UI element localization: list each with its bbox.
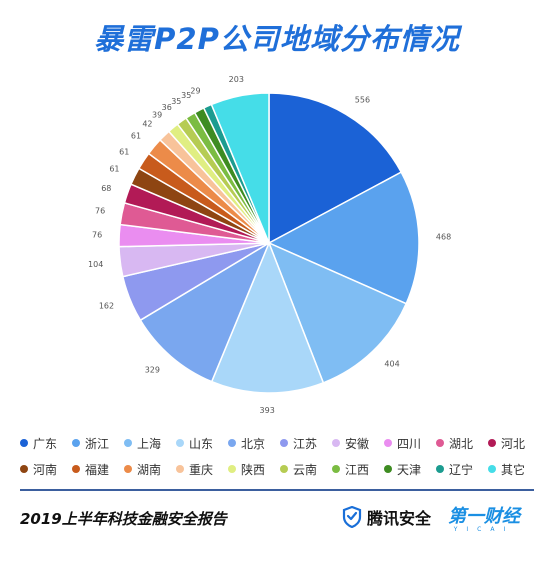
legend-swatch xyxy=(124,465,132,473)
legend-swatch xyxy=(488,465,496,473)
data-label: 68 xyxy=(101,184,111,193)
legend-swatch xyxy=(384,439,392,447)
legend-item: 北京 xyxy=(228,435,280,452)
pie-slice-浙江 xyxy=(267,171,420,305)
legend-label: 安徽 xyxy=(345,436,370,451)
data-label: 35 xyxy=(181,91,191,100)
pie-slice-上海 xyxy=(267,241,408,384)
legend-item: 江西 xyxy=(332,461,384,478)
data-label: 329 xyxy=(145,366,160,375)
legend-row: 广东 浙江 上海 山东 北京 江苏 安徽 四川 湖北 河北 xyxy=(20,430,540,456)
legend-item: 福建 xyxy=(72,461,124,478)
pie-slice-山东 xyxy=(210,240,325,394)
legend-label: 云南 xyxy=(293,462,318,477)
data-label: 39 xyxy=(152,111,162,120)
shield-icon xyxy=(342,506,362,528)
legend-swatch xyxy=(124,439,132,447)
data-label: 61 xyxy=(131,132,141,141)
legend-label: 上海 xyxy=(137,436,162,451)
legend-swatch xyxy=(280,465,288,473)
legend-item: 广东 xyxy=(20,435,72,452)
legend-item: 天津 xyxy=(384,461,436,478)
data-label: 29 xyxy=(190,87,200,96)
legend-item: 湖北 xyxy=(436,435,488,452)
data-label: 556 xyxy=(355,96,370,105)
pie-slice-北京 xyxy=(139,241,271,383)
legend-label: 四川 xyxy=(397,436,422,451)
data-label: 35 xyxy=(171,97,181,106)
legend-item: 四川 xyxy=(384,435,436,452)
legend-item: 河北 xyxy=(488,435,540,452)
pie-chart: 5564684043933291621047676686161614239363… xyxy=(88,75,451,415)
legend-swatch xyxy=(228,465,236,473)
legend-label: 湖北 xyxy=(449,436,474,451)
legend-swatch xyxy=(332,439,340,447)
pie-slice-广东 xyxy=(268,92,403,245)
legend-item: 江苏 xyxy=(280,435,332,452)
legend-label: 江西 xyxy=(345,462,370,477)
legend-label: 河南 xyxy=(33,462,58,477)
legend-item: 辽宁 xyxy=(436,461,488,478)
legend-item: 河南 xyxy=(20,461,72,478)
legend-item: 山东 xyxy=(176,435,228,452)
legend-swatch xyxy=(488,439,496,447)
legend-row: 河南 福建 湖南 重庆 陕西 云南 江西 天津 辽宁 其它 xyxy=(20,456,540,482)
legend-item: 浙江 xyxy=(72,435,124,452)
report-title: 2019上半年科技金融安全报告 xyxy=(20,510,227,528)
brand-a-text: 腾讯安全 xyxy=(367,509,432,528)
data-label: 162 xyxy=(99,301,114,310)
data-label: 203 xyxy=(229,75,244,84)
legend-swatch xyxy=(20,465,28,473)
legend-label: 河北 xyxy=(501,436,526,451)
legend-item: 陕西 xyxy=(228,461,280,478)
legend-swatch xyxy=(176,439,184,447)
legend-swatch xyxy=(436,465,444,473)
legend-swatch xyxy=(176,465,184,473)
data-label: 42 xyxy=(142,119,152,128)
legend-label: 福建 xyxy=(85,462,110,477)
legend: 广东 浙江 上海 山东 北京 江苏 安徽 四川 湖北 河北 河南 福建 湖南 重庆 陕西 云南 江西 天津 辽宁 其… xyxy=(20,430,540,482)
legend-label: 浙江 xyxy=(85,436,110,451)
tencent-security-logo: 腾讯安全 xyxy=(342,505,431,529)
data-label: 76 xyxy=(95,206,105,215)
footer-divider xyxy=(20,489,534,491)
data-label: 393 xyxy=(260,406,275,415)
legend-label: 北京 xyxy=(241,436,266,451)
legend-label: 广东 xyxy=(33,436,58,451)
legend-swatch xyxy=(228,439,236,447)
legend-swatch xyxy=(332,465,340,473)
data-label: 76 xyxy=(92,231,102,240)
legend-label: 陕西 xyxy=(241,462,266,477)
data-label: 61 xyxy=(109,165,119,174)
data-label: 61 xyxy=(119,148,129,157)
chart-title: 暴雷P2P公司地域分布情况 xyxy=(94,22,460,56)
legend-item: 上海 xyxy=(124,435,176,452)
legend-label: 山东 xyxy=(189,436,214,451)
legend-swatch xyxy=(72,465,80,473)
legend-label: 江苏 xyxy=(293,436,318,451)
data-label: 404 xyxy=(384,360,399,369)
legend-label: 湖南 xyxy=(137,462,162,477)
data-label: 104 xyxy=(88,260,103,269)
legend-label: 辽宁 xyxy=(449,462,474,477)
brand-b-text: 第一财经 xyxy=(448,506,520,527)
legend-swatch xyxy=(436,439,444,447)
legend-label: 其它 xyxy=(501,462,526,477)
legend-item: 重庆 xyxy=(176,461,228,478)
legend-item: 其它 xyxy=(488,461,540,478)
brand-b-subtext: YICAI xyxy=(453,526,515,533)
legend-item: 云南 xyxy=(280,461,332,478)
pie-slice-其它 xyxy=(210,92,270,244)
legend-swatch xyxy=(384,465,392,473)
data-label: 36 xyxy=(162,103,172,112)
data-label: 468 xyxy=(436,233,451,242)
legend-label: 重庆 xyxy=(189,462,214,477)
yicai-logo: 第一财经 YICAI xyxy=(448,502,520,533)
legend-swatch xyxy=(20,439,28,447)
legend-item: 湖南 xyxy=(124,461,176,478)
legend-swatch xyxy=(280,439,288,447)
legend-swatch xyxy=(72,439,80,447)
legend-item: 安徽 xyxy=(332,435,384,452)
legend-label: 天津 xyxy=(397,462,422,477)
